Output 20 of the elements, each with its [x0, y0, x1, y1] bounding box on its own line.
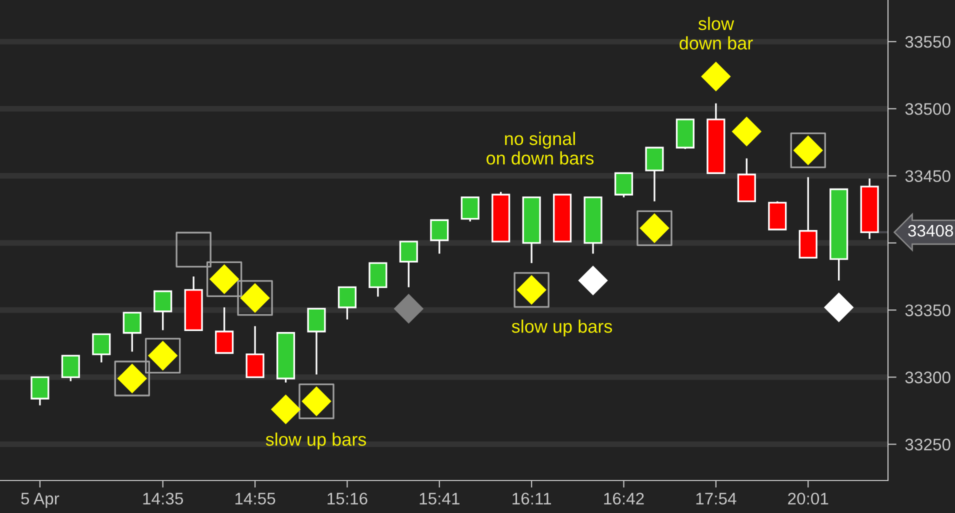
y-tick-label: 33500 [905, 103, 950, 115]
x-tick-label: 20:01 [788, 492, 828, 505]
annotation: no signal on down bars [486, 132, 594, 165]
y-tick-label: 33450 [905, 170, 950, 182]
x-tick-label: 16:11 [512, 492, 551, 505]
x-tick-label: 15:41 [420, 492, 460, 505]
x-tick-label: 17:54 [696, 492, 736, 505]
x-tick-label: 5 Apr [21, 492, 60, 508]
x-tick-label: 15:16 [328, 492, 368, 505]
y-tick-label: 33350 [905, 304, 950, 316]
annotation: slow up bars [266, 432, 366, 450]
annotation: slow up bars [512, 320, 612, 336]
y-tick-label: 33300 [905, 372, 950, 384]
x-tick-label: 14:35 [143, 492, 184, 505]
y-tick-label: 33250 [905, 438, 950, 450]
y-tick-label: 33550 [905, 36, 950, 48]
x-tick-label: 14:55 [235, 492, 276, 505]
ref-line-label: 33408 [908, 224, 954, 237]
annotation: slow down bar [680, 16, 753, 50]
x-tick-label: 16:42 [604, 492, 644, 505]
